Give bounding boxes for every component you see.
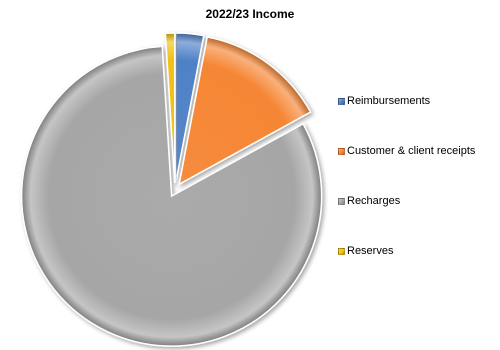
legend-label-reserves: Reserves xyxy=(347,245,394,257)
legend-label-recharges: Recharges xyxy=(347,195,401,207)
legend-item-recharges: Recharges xyxy=(338,194,400,208)
pie-slice-recharges xyxy=(20,45,323,347)
legend-label-customer-client-receipts: Customer & client receipts xyxy=(347,145,476,157)
legend-item-reserves: Reserves xyxy=(338,244,393,258)
legend-swatch-reimbursements xyxy=(338,97,345,105)
pie-slice-reimbursements xyxy=(174,32,205,184)
legend-swatch-reserves xyxy=(338,247,345,255)
chart-title: 2022/23 Income xyxy=(205,7,295,21)
legend-swatch-recharges xyxy=(338,197,345,205)
legend-item-reimbursements: Reimbursements xyxy=(338,94,430,108)
legend-swatch-customer-client-receipts xyxy=(338,147,345,155)
pie-slice-customer-client-receipts xyxy=(178,36,312,186)
pie-slice-reserves xyxy=(164,32,176,184)
legend-item-customer-client-receipts: Customer & client receipts xyxy=(338,144,475,158)
legend-label-reimbursements: Reimbursements xyxy=(347,95,431,107)
